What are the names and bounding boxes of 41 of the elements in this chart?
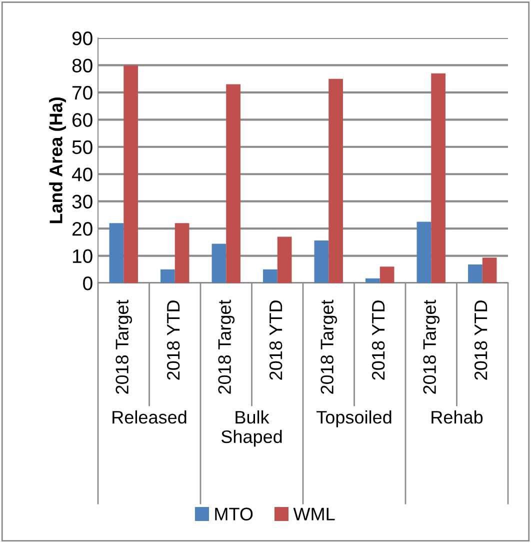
bar — [277, 236, 292, 283]
y-tick-label: 20 — [72, 222, 92, 236]
y-tick-label: 30 — [72, 194, 92, 209]
bar — [174, 223, 190, 283]
bar — [124, 65, 138, 283]
x-tick-label: 2018 YTD — [474, 300, 488, 380]
bar — [431, 73, 446, 283]
legend-label: WML — [293, 508, 335, 520]
bar — [226, 84, 240, 283]
bar — [482, 258, 497, 283]
y-tick-label: 80 — [72, 58, 92, 72]
x-tick-label: 2018 YTD — [166, 300, 180, 380]
y-tick-label: 40 — [72, 168, 92, 182]
text: Released — [112, 410, 186, 424]
y-tick-label: 60 — [72, 113, 92, 127]
bar — [160, 269, 175, 283]
y-tick-label: 10 — [72, 249, 92, 264]
x-tick-label: 2018 Target — [423, 300, 440, 394]
bar — [263, 269, 278, 283]
x-tick-label: 2018 Target — [218, 300, 235, 394]
x-tick-label: 2018 Target — [320, 300, 338, 394]
y-axis-title: Land Area (Ha) — [49, 98, 66, 224]
y-tick-label: 70 — [72, 86, 92, 100]
text: Topsoiled — [316, 410, 392, 428]
bar — [468, 264, 482, 283]
text: Rehab — [432, 410, 483, 424]
bar — [328, 78, 343, 283]
text: Bulk Shaped — [221, 410, 282, 447]
x-tick-label: 2018 Target — [116, 300, 132, 394]
bar — [314, 240, 329, 283]
x-tick-label: 2018 YTD — [372, 300, 385, 380]
y-tick-label: 50 — [72, 140, 92, 154]
bar — [416, 222, 432, 283]
y-tick-label: 90 — [72, 31, 92, 46]
bar — [212, 244, 226, 283]
bar — [380, 266, 394, 283]
bar — [109, 223, 124, 283]
legend-label: MTO — [215, 508, 253, 520]
bar — [366, 278, 380, 283]
y-tick-label: 0 — [83, 276, 92, 290]
x-tick-label: 2018 YTD — [269, 300, 282, 380]
